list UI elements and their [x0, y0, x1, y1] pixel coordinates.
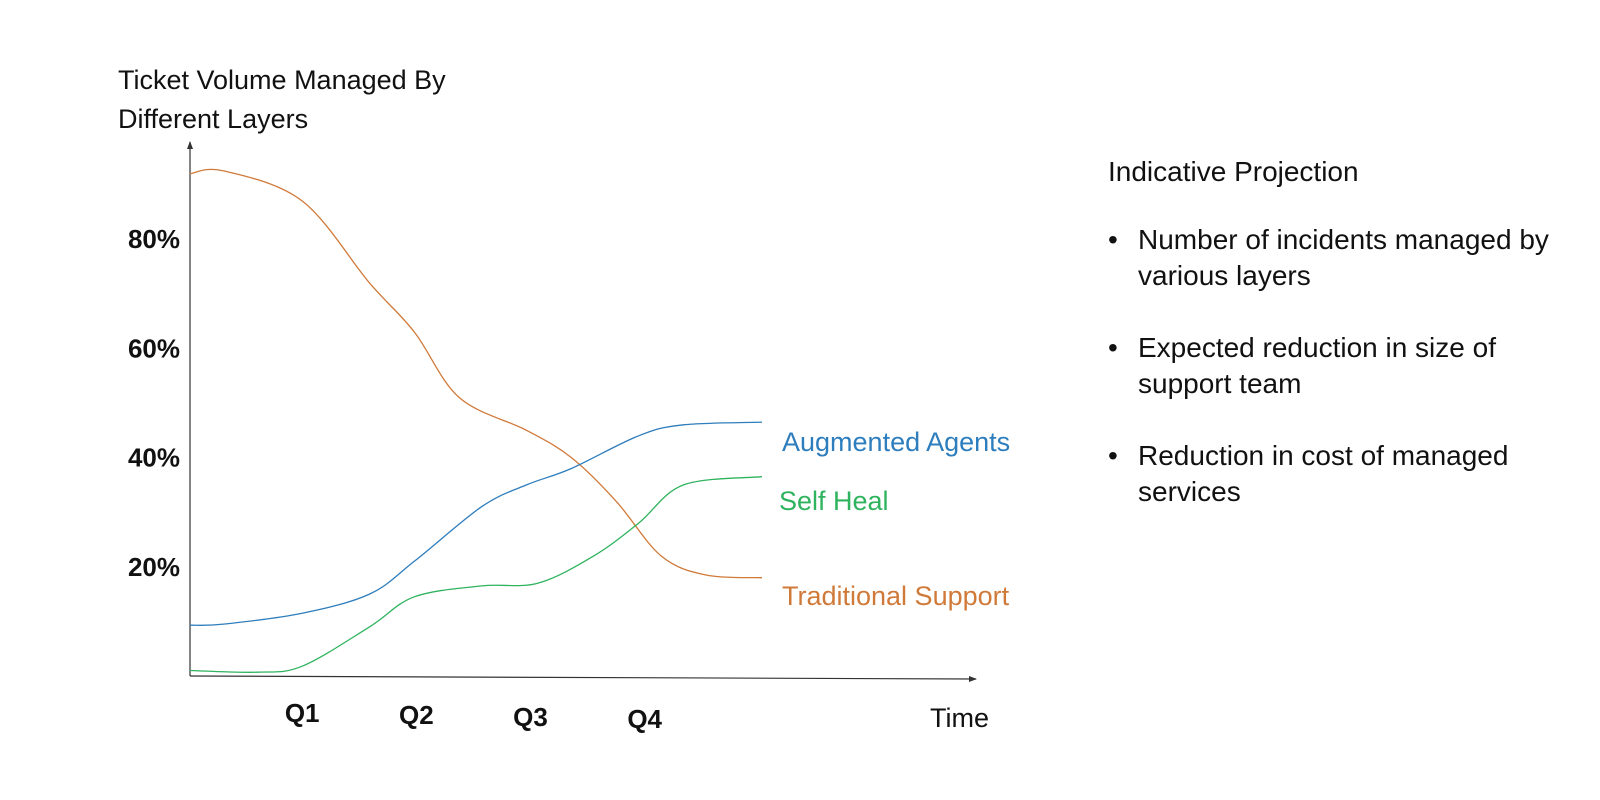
- side-panel: Indicative Projection • Number of inciden…: [1108, 154, 1578, 546]
- bullet-item: • Reduction in cost of managed services: [1108, 438, 1568, 510]
- x-tick-label: Q3: [513, 702, 548, 732]
- series-lines: [189, 168, 763, 673]
- bullet-dot-icon: •: [1108, 332, 1118, 363]
- x-tick-label: Q2: [399, 700, 434, 730]
- bullet-item: • Expected reduction in size of support t…: [1108, 330, 1568, 402]
- bullet-dot-icon: •: [1108, 440, 1118, 471]
- y-tick-labels: 20% 40% 60% 80%: [128, 224, 180, 582]
- side-panel-title: Indicative Projection: [1108, 156, 1359, 187]
- series-label-augmented-agents: Augmented Agents: [782, 427, 1010, 457]
- x-tick-label: Q1: [285, 698, 320, 728]
- y-tick-label: 80%: [128, 224, 180, 254]
- bullet-text: Reduction in cost of managed services: [1138, 440, 1509, 507]
- series-line-self-heal: [189, 476, 763, 673]
- bullet-text: Expected reduction in size of support te…: [1138, 332, 1496, 399]
- bullet-dot-icon: •: [1108, 224, 1118, 255]
- series-line-traditional-support: [189, 168, 763, 579]
- series-line-augmented-agents: [189, 421, 763, 626]
- y-tick-label: 60%: [128, 333, 180, 363]
- x-tick-labels: Q1 Q2 Q3 Q4: [285, 698, 663, 734]
- chart-title-line-1: Ticket Volume Managed By: [118, 65, 446, 95]
- x-tick-label: Q4: [627, 704, 662, 734]
- series-label-self-heal: Self Heal: [779, 486, 889, 516]
- x-axis-title: Time: [930, 703, 989, 733]
- x-axis: [189, 675, 977, 682]
- bullet-list: • Number of incidents managed by various …: [1108, 222, 1578, 510]
- bullet-text: Number of incidents managed by various l…: [1138, 224, 1549, 291]
- chart-title-line-2: Different Layers: [118, 104, 308, 134]
- y-tick-label: 20%: [128, 552, 180, 582]
- y-tick-label: 40%: [128, 443, 180, 473]
- series-label-traditional-support: Traditional Support: [782, 581, 1010, 611]
- bullet-item: • Number of incidents managed by various …: [1108, 222, 1568, 294]
